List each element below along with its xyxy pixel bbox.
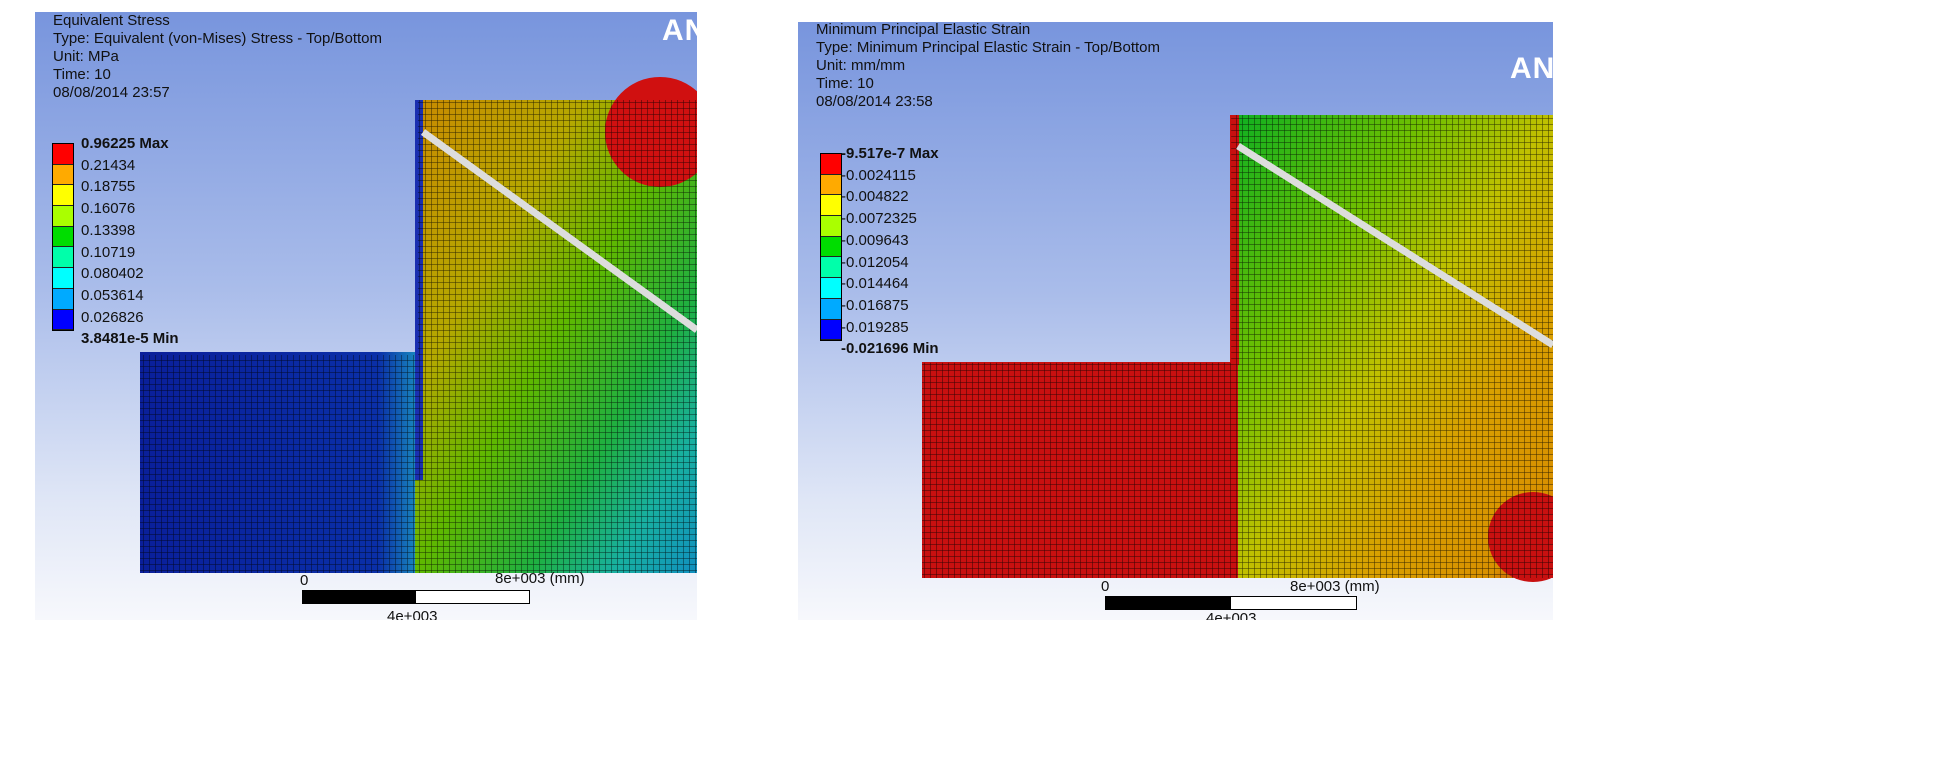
scale-zero: 0 [1101, 578, 1110, 595]
legend-swatch [821, 216, 841, 237]
scale-zero: 0 [300, 572, 309, 589]
legend-value: 0.026826 [81, 308, 144, 326]
legend-value: -0.009643 [841, 231, 909, 249]
legend-swatch [53, 206, 73, 227]
result-header: Equivalent Stress Type: Equivalent (von-… [53, 12, 382, 102]
legend-max: 0.96225 Max [81, 135, 169, 152]
result-title: Equivalent Stress [53, 12, 170, 29]
stress-result-viewport[interactable]: Equivalent Stress Type: Equivalent (von-… [35, 12, 697, 620]
legend-swatch [821, 154, 841, 175]
legend-swatch [821, 236, 841, 258]
legend-labels: 0.96225 Max 0.21434 0.18755 0.16076 0.13398 0… [81, 133, 179, 350]
result-type: Type: Equivalent (von-Mises) Stress - To… [53, 30, 383, 47]
legend-swatch [53, 226, 73, 248]
legend-value: 0.080402 [81, 265, 144, 283]
legend-swatch [821, 257, 841, 279]
legend-swatch [53, 144, 73, 165]
legend-swatch [821, 195, 841, 217]
legend-value: 0.10719 [81, 243, 136, 261]
result-unit: Unit: MPa [53, 48, 119, 65]
legend-swatch [821, 319, 841, 341]
legend-swatch [53, 309, 73, 331]
legend-swatch [53, 164, 73, 186]
legend-swatch [53, 268, 73, 289]
scale-max: 8e+003 (mm) [495, 570, 585, 587]
rod [1236, 143, 1553, 348]
legend-value: -0.0024115 [841, 166, 916, 184]
legend-swatch [821, 298, 841, 320]
legend-value: 0.053614 [81, 286, 144, 304]
legend-color-bar [52, 143, 74, 332]
legend-value: -0.019285 [841, 318, 909, 336]
legend-value: -0.004822 [841, 188, 909, 206]
legend-value: -0.016875 [841, 296, 909, 314]
legend-labels: -9.517e-7 Max -0.0024115 -0.004822 -0.00723… [841, 143, 939, 360]
result-type: Type: Minimum Principal Elastic Strain -… [816, 39, 1161, 56]
legend-value: -0.012054 [841, 253, 909, 271]
strain-mesh-plot [922, 115, 1553, 582]
legend-value: 0.18755 [81, 178, 136, 196]
result-header: Minimum Principal Elastic Strain Type: M… [816, 22, 1160, 111]
result-title: Minimum Principal Elastic Strain [816, 22, 1031, 38]
result-date: 08/08/2014 23:58 [816, 93, 933, 110]
legend-swatch [53, 247, 73, 269]
legend-swatch [53, 288, 73, 310]
scale-bar [1105, 596, 1357, 610]
strain-result-viewport[interactable]: Minimum Principal Elastic Strain Type: M… [798, 22, 1553, 620]
result-time: Time: 10 [53, 66, 111, 83]
legend-value: -0.014464 [841, 275, 909, 293]
rod [420, 129, 697, 333]
scale-mid: 4e+003 [1206, 610, 1257, 620]
result-date: 08/08/2014 23:57 [53, 84, 170, 101]
legend-value: 0.13398 [81, 221, 136, 239]
scale-mid: 4e+003 [387, 608, 438, 620]
result-unit: Unit: mm/mm [816, 57, 906, 74]
legend-max: -9.517e-7 Max [841, 145, 939, 162]
ansys-logo: AN [1510, 52, 1553, 85]
ansys-logo: AN [662, 14, 697, 47]
legend-value: -0.0072325 [841, 210, 917, 228]
legend-min: 3.8481e-5 Min [81, 330, 179, 348]
legend-swatch [53, 185, 73, 207]
legend-swatch [821, 278, 841, 299]
result-time: Time: 10 [816, 75, 874, 92]
legend-value: 0.16076 [81, 200, 136, 218]
scale-bar [302, 590, 530, 604]
scale-max: 8e+003 (mm) [1290, 578, 1380, 595]
legend-swatch [821, 174, 841, 196]
stress-mesh-plot [140, 77, 697, 573]
legend-color-bar [820, 153, 842, 342]
legend-min: -0.021696 Min [841, 340, 939, 358]
legend-value: 0.21434 [81, 156, 136, 174]
